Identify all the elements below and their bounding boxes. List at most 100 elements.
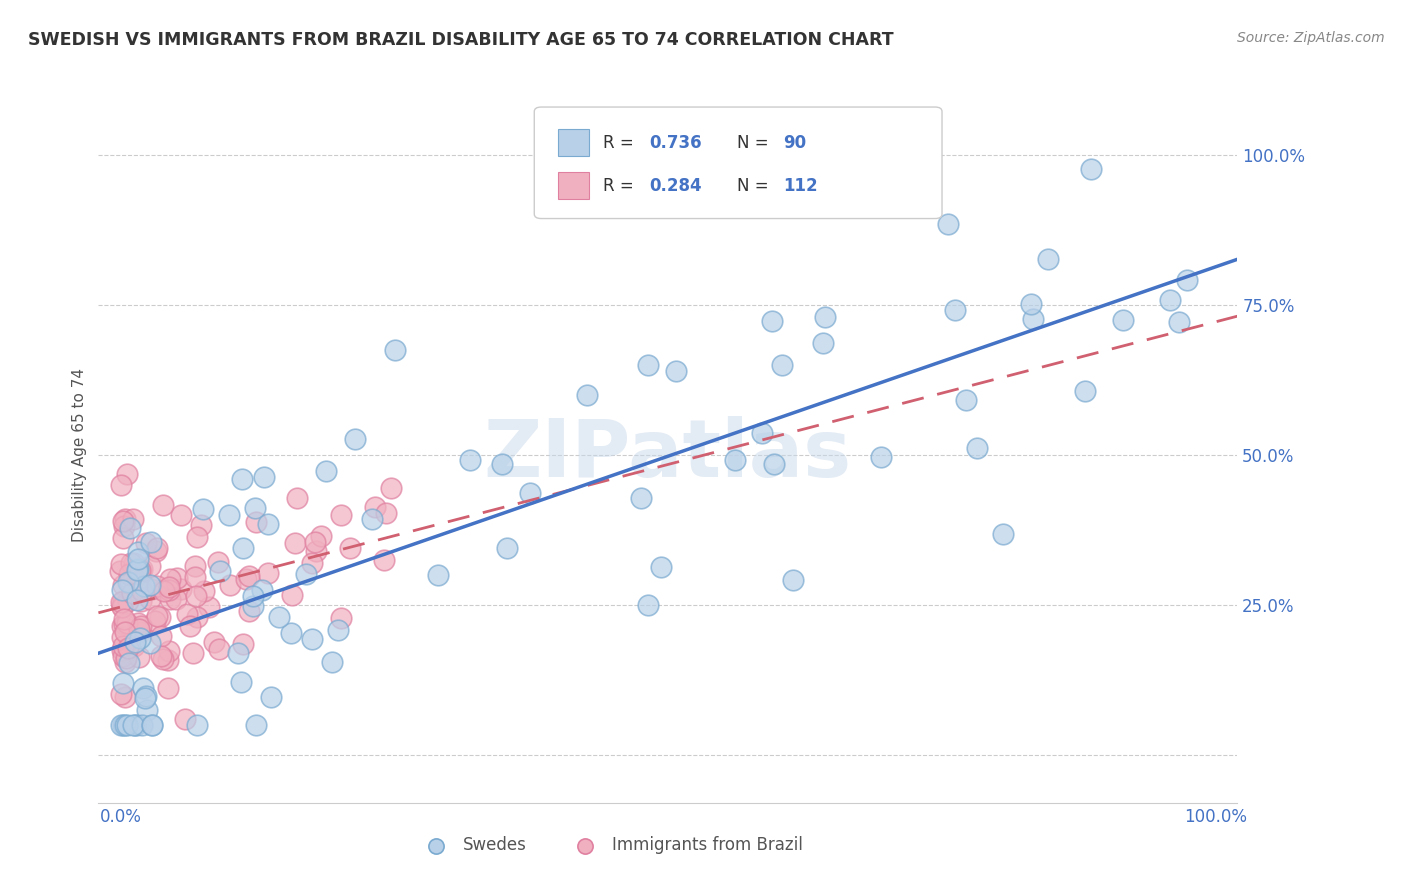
Point: [360, 512, 382, 526]
Point: [150, 583, 173, 598]
Point: [993, 526, 1015, 541]
Point: [269, 610, 291, 624]
Point: [111, 643, 134, 657]
Point: [129, 563, 152, 577]
Point: [166, 571, 188, 585]
Point: [235, 573, 257, 587]
Point: [112, 515, 135, 529]
Point: [495, 541, 517, 556]
Text: 112: 112: [783, 177, 818, 194]
Point: [243, 501, 266, 516]
Point: [328, 623, 350, 637]
Point: [114, 655, 136, 669]
Point: [118, 521, 141, 535]
Point: [208, 564, 231, 578]
Point: [112, 649, 135, 664]
Point: [118, 567, 141, 582]
Point: [242, 599, 264, 614]
Point: [1175, 272, 1198, 286]
Point: [811, 335, 834, 350]
Point: [724, 453, 747, 467]
Point: [458, 452, 481, 467]
Text: SWEDISH VS IMMIGRANTS FROM BRAZIL DISABILITY AGE 65 TO 74 CORRELATION CHART: SWEDISH VS IMMIGRANTS FROM BRAZIL DISABI…: [28, 31, 894, 49]
Point: [157, 582, 180, 597]
Point: [1074, 384, 1097, 398]
Point: [112, 612, 135, 626]
Point: [129, 619, 152, 633]
Point: [253, 470, 276, 484]
Point: [650, 559, 672, 574]
Point: [173, 712, 195, 726]
Point: [232, 637, 254, 651]
Point: [955, 392, 977, 407]
Point: [115, 615, 138, 630]
Point: [127, 561, 149, 575]
Point: [129, 574, 152, 588]
Point: [280, 626, 302, 640]
Point: [121, 586, 143, 600]
Point: [763, 457, 786, 471]
Point: [363, 500, 385, 514]
Point: [145, 544, 167, 558]
Point: [519, 486, 541, 500]
Point: [218, 508, 240, 522]
Point: [127, 545, 149, 559]
Point: [159, 592, 181, 607]
Point: [339, 541, 361, 555]
Point: [114, 624, 136, 639]
Point: [115, 651, 138, 665]
Text: ZIPatlas: ZIPatlas: [484, 416, 852, 494]
Point: [114, 511, 136, 525]
Point: [138, 558, 160, 573]
Point: [208, 642, 231, 657]
Point: [131, 718, 153, 732]
Point: [943, 302, 966, 317]
Point: [110, 558, 132, 572]
Point: [761, 314, 783, 328]
Point: [135, 690, 157, 704]
Point: [111, 718, 134, 732]
Point: [238, 604, 260, 618]
Point: [491, 457, 513, 471]
Point: [1080, 162, 1102, 177]
Point: [128, 625, 150, 640]
Point: [330, 611, 353, 625]
Point: [112, 518, 135, 533]
Point: [111, 583, 134, 598]
Point: [374, 506, 396, 520]
Point: [330, 508, 353, 523]
Point: [117, 641, 139, 656]
Point: [125, 593, 148, 607]
Point: [184, 589, 207, 603]
Point: [120, 557, 142, 571]
Point: [115, 467, 138, 482]
Point: [111, 631, 134, 645]
Point: [751, 426, 773, 441]
Point: [122, 512, 145, 526]
Point: [245, 718, 267, 732]
Point: [122, 639, 145, 653]
Point: [280, 588, 302, 602]
Point: [110, 687, 132, 701]
Point: [118, 656, 141, 670]
Point: [110, 599, 132, 613]
Point: [139, 636, 162, 650]
Point: [814, 310, 837, 325]
Point: [129, 594, 152, 608]
Point: [321, 655, 343, 669]
Point: [242, 589, 264, 603]
Point: [285, 491, 308, 505]
Point: [128, 622, 150, 636]
Point: [150, 629, 173, 643]
Point: [112, 531, 135, 545]
Point: [384, 343, 406, 357]
Text: 0.284: 0.284: [650, 177, 702, 194]
Point: [111, 619, 134, 633]
Point: [135, 703, 157, 717]
Point: [110, 477, 132, 491]
Point: [128, 650, 150, 665]
Point: [127, 575, 149, 590]
Point: [576, 387, 599, 401]
Point: [127, 615, 149, 630]
Point: [257, 517, 280, 532]
